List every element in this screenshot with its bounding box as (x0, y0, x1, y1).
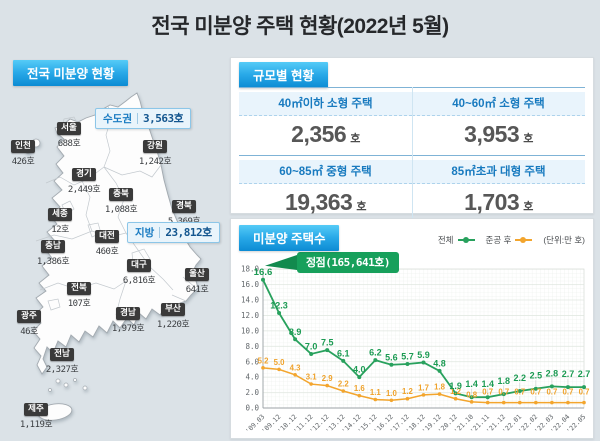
svg-text:2.7: 2.7 (562, 369, 575, 379)
cell-value: 2,356 호 (291, 121, 360, 147)
svg-text:1.6: 1.6 (354, 384, 366, 393)
divider (136, 112, 138, 124)
svg-text:2.8: 2.8 (546, 368, 559, 378)
svg-text:5.7: 5.7 (401, 351, 414, 361)
svg-text:1.9: 1.9 (449, 381, 462, 391)
svg-text:6.2: 6.2 (369, 348, 382, 358)
svg-text:1.0: 1.0 (386, 389, 398, 398)
unit-note: (단위:만 호) (543, 235, 585, 245)
svg-text:4.0: 4.0 (245, 373, 259, 382)
svg-text:18.0: 18.0 (241, 265, 260, 274)
svg-text:0.7: 0.7 (514, 388, 525, 397)
cell-label: 85㎡초과 대형 주택 (412, 160, 585, 184)
svg-text:2.7: 2.7 (578, 369, 591, 379)
svg-text:4.0: 4.0 (353, 365, 366, 375)
svg-text:14.0: 14.0 (241, 295, 260, 304)
sudogwon-label: 수도권 (103, 112, 132, 125)
svg-text:1.2: 1.2 (402, 387, 414, 396)
svg-text:16.6: 16.6 (254, 267, 273, 278)
sudogwon-value: 3,563호 (142, 112, 184, 125)
column-divider (412, 87, 413, 223)
korea-map: 서울 688호 인천 426호 경기 2,449호 강원 1,242호 충북 1,088호 세종 12… (0, 85, 225, 441)
legend-label: 준공 후 (485, 235, 512, 245)
svg-text:7.5: 7.5 (321, 338, 334, 348)
svg-text:12.3: 12.3 (270, 301, 288, 311)
legend-line-dot-icon (457, 237, 475, 243)
chart-legend: 전체 준공 후 (단위:만 호) (438, 234, 585, 246)
svg-text:2.2: 2.2 (338, 380, 350, 389)
map-panel: 전국 미분양 현황 (0, 55, 225, 441)
legend-line-dot-icon (515, 237, 533, 243)
svg-text:2.2: 2.2 (514, 373, 527, 383)
jibang-value: 23,812호 (165, 226, 212, 239)
svg-text:4.8: 4.8 (433, 358, 446, 368)
svg-text:10.0: 10.0 (241, 326, 260, 335)
svg-text:8.9: 8.9 (289, 327, 302, 337)
jibang-label: 지방 (135, 226, 155, 239)
svg-text:5.0: 5.0 (274, 358, 286, 367)
legend-item-completed: 준공 후 (486, 234, 533, 246)
cell-label: 40㎡이하 소형 주택 (239, 92, 412, 116)
table-row: 40㎡이하 소형 주택 40~60㎡ 소형 주택 2,356 호 3,953 호 (239, 87, 585, 155)
cell-value: 19,363 호 (285, 189, 366, 215)
svg-text:2.5: 2.5 (530, 371, 543, 381)
svg-text:0.7: 0.7 (530, 388, 541, 397)
svg-text:6.0: 6.0 (245, 357, 259, 366)
legend-label: 전체 (437, 235, 454, 245)
jibang-summary-box: 지방 23,812호 (127, 222, 220, 243)
unit-suffix: 호 (523, 201, 533, 213)
svg-text:5.6: 5.6 (385, 352, 398, 362)
svg-text:7.0: 7.0 (305, 341, 318, 351)
svg-text:3.1: 3.1 (306, 373, 318, 382)
line-chart: 0.02.04.06.08.010.012.014.016.018.0'09.0… (241, 255, 591, 435)
chart-panel: 미분양 주택수 전체 준공 후 (단위:만 호) 0.0 2.0 4.0 6.0 8.0… (230, 218, 594, 439)
map-panel-header: 전국 미분양 현황 (13, 60, 129, 86)
svg-text:0.7: 0.7 (579, 388, 590, 397)
unit-suffix: 호 (356, 201, 366, 213)
svg-text:2.9: 2.9 (322, 374, 334, 383)
svg-text:1.1: 1.1 (370, 388, 382, 397)
svg-text:0.0: 0.0 (245, 404, 259, 413)
korea-map-shape (25, 92, 202, 421)
chart-panel-header: 미분양 주택수 (239, 225, 340, 251)
svg-text:16.0: 16.0 (241, 280, 260, 289)
svg-text:0.7: 0.7 (546, 388, 557, 397)
svg-text:4.3: 4.3 (290, 363, 302, 372)
scale-table: 40㎡이하 소형 주택 40~60㎡ 소형 주택 2,356 호 3,953 호 6… (239, 87, 585, 224)
page-title: 전국 미분양 주택 현황(2022년 5월) (151, 15, 449, 38)
peak-callout: 정점(165,641호) (297, 252, 399, 273)
svg-text:1.8: 1.8 (497, 376, 510, 386)
svg-text:5.2: 5.2 (258, 356, 270, 365)
unit-suffix: 호 (523, 133, 533, 145)
svg-text:2.0: 2.0 (245, 388, 259, 397)
legend-item-total: 전체 (438, 234, 475, 246)
svg-text:1.7: 1.7 (418, 383, 429, 392)
cell-label: 40~60㎡ 소형 주택 (412, 92, 585, 116)
svg-text:5.9: 5.9 (417, 350, 430, 360)
svg-text:0.7: 0.7 (498, 388, 509, 397)
svg-text:0.7: 0.7 (563, 388, 574, 397)
svg-text:0.8: 0.8 (466, 390, 478, 399)
svg-text:1.8: 1.8 (434, 383, 446, 392)
table-row: 60~85㎡ 중형 주택 85㎡초과 대형 주택 19,363 호 1,703 호 (239, 155, 585, 223)
svg-text:12.0: 12.0 (241, 311, 260, 320)
divider (159, 226, 161, 238)
svg-text:1.4: 1.4 (465, 379, 478, 389)
scale-panel-header: 규모별 현황 (239, 62, 328, 88)
scale-panel: 규모별 현황 40㎡이하 소형 주택 40~60㎡ 소형 주택 2,356 호 3… (230, 57, 594, 224)
cell-label: 60~85㎡ 중형 주택 (239, 160, 412, 184)
cell-value: 3,953 호 (464, 121, 533, 147)
cell-value: 1,703 호 (464, 189, 533, 215)
svg-text:1.2: 1.2 (450, 387, 462, 396)
sudogwon-summary-box: 수도권 3,563호 (95, 108, 192, 129)
svg-text:6.1: 6.1 (337, 348, 350, 358)
svg-text:1.4: 1.4 (481, 379, 494, 389)
svg-text:8.0: 8.0 (245, 342, 259, 351)
svg-text:0.7: 0.7 (482, 388, 493, 397)
unit-suffix: 호 (350, 133, 360, 145)
